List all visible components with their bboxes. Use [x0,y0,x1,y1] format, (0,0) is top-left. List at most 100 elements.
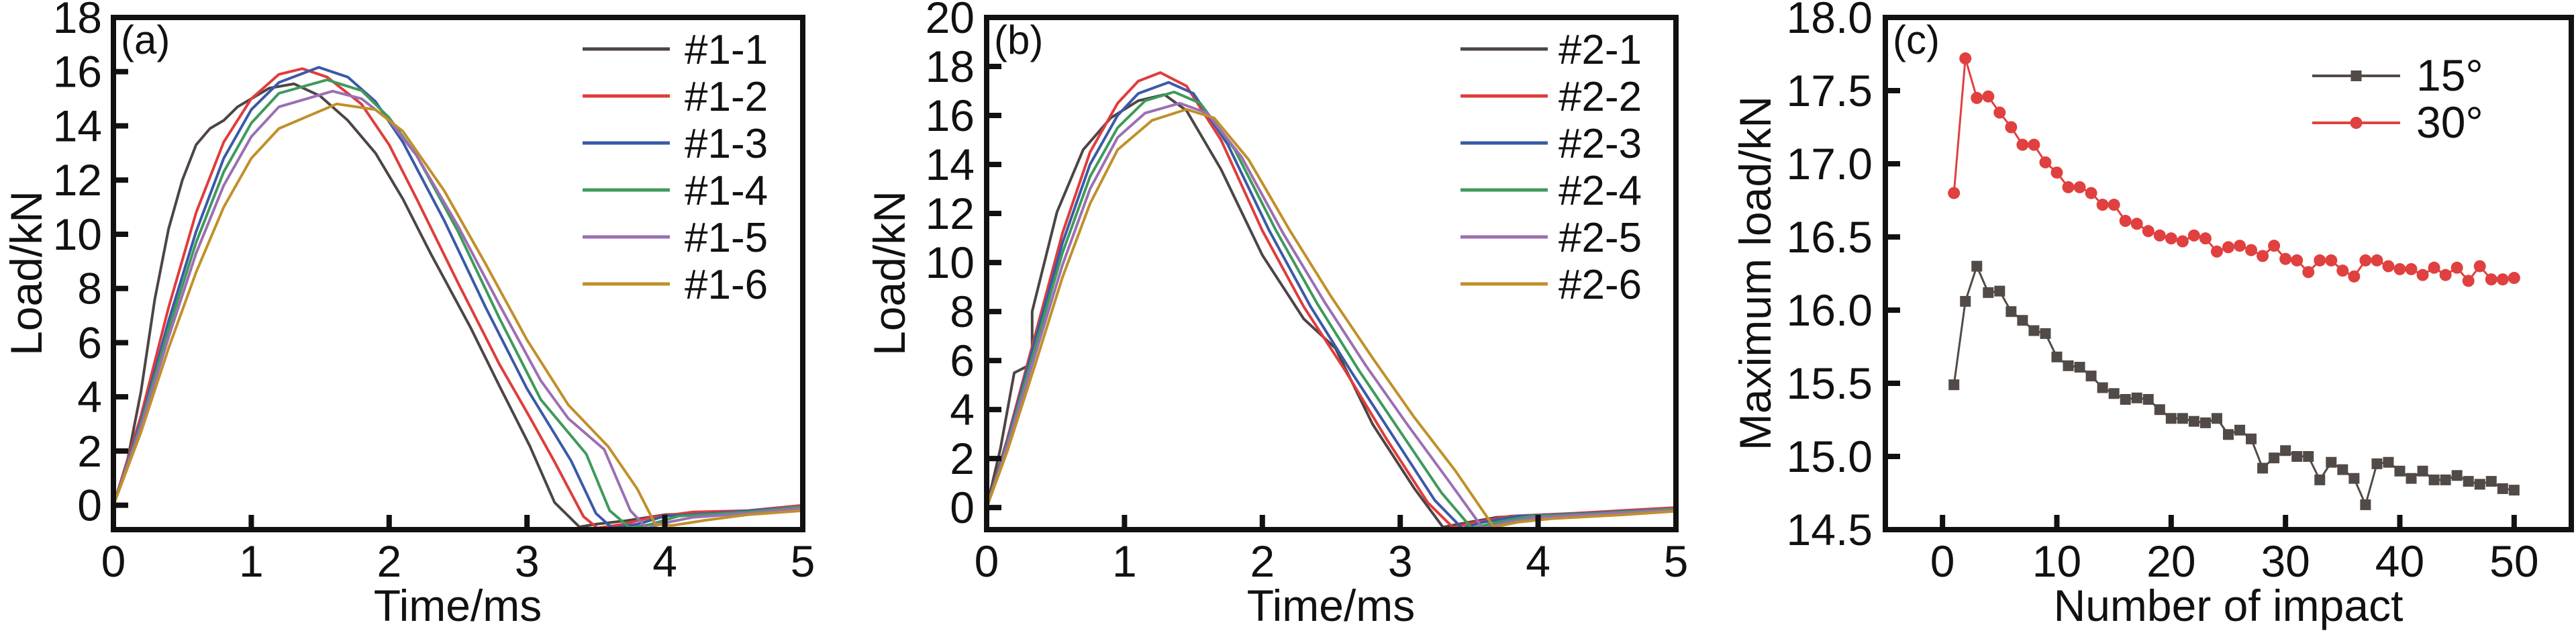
series-line-#1-1 [113,82,803,528]
panel-c-ylabel: Maximum load/kN [1730,96,1780,450]
data-point-30deg-47 [2473,260,2486,273]
data-point-30deg-20 [2165,232,2177,245]
series-line-#2-6 [987,107,1676,529]
y-tick-label: 16 [53,47,102,97]
data-point-30deg-7 [2016,138,2029,151]
plot-area [1948,52,2520,510]
data-point-15deg-31 [2291,451,2303,462]
y-tick-label: 4 [950,385,975,434]
data-point-15deg-8 [2028,325,2040,336]
data-point-15deg-44 [2440,474,2451,485]
y-tick-label: 14 [53,101,102,150]
data-point-15deg-45 [2451,470,2463,481]
data-point-30deg-3 [1971,91,1983,104]
data-point-30deg-23 [2199,232,2212,245]
data-point-30deg-24 [2210,245,2223,258]
data-point-15deg-28 [2257,462,2269,474]
data-point-15deg-11 [2063,360,2074,371]
data-point-30deg-6 [2005,121,2018,134]
x-tick-label: 30 [2261,536,2310,586]
data-point-15deg-2 [1960,295,1971,307]
panel-b-label: (b) [994,17,1043,62]
data-point-30deg-4 [1982,90,1995,103]
data-point-30deg-45 [2450,261,2463,274]
data-point-30deg-8 [2028,138,2040,151]
legend-label: 15° [2416,50,2483,100]
legend-label: #1-4 [685,168,768,214]
plot-area [113,66,803,530]
y-tick-label: 8 [77,264,102,313]
legend-label: 30° [2416,97,2483,147]
data-point-30deg-28 [2257,250,2269,262]
panel-c-label: (c) [1893,17,1940,62]
data-point-30deg-5 [1993,106,2006,119]
data-point-30deg-14 [2096,199,2109,211]
data-point-15deg-48 [2485,476,2497,487]
x-tick-label: 20 [2146,536,2195,586]
data-point-30deg-31 [2291,254,2303,266]
data-point-15deg-23 [2199,417,2211,428]
data-point-15deg-47 [2474,479,2485,490]
data-point-15deg-22 [2188,416,2199,427]
data-point-30deg-41 [2405,262,2418,275]
data-point-30deg-43 [2428,261,2440,274]
data-point-30deg-1 [1948,187,1961,199]
data-point-30deg-10 [2050,166,2063,179]
legend-label: #1-6 [685,262,768,308]
data-point-30deg-32 [2302,266,2315,279]
x-tick-label: 3 [1388,536,1413,586]
data-point-15deg-43 [2428,474,2440,485]
y-tick-label: 12 [926,189,975,238]
legend: 15°30° [2312,50,2483,147]
data-point-15deg-49 [2497,483,2508,494]
data-point-30deg-21 [2176,235,2189,248]
data-point-15deg-33 [2314,474,2326,485]
panel-b-xlabel: Time/ms [1247,581,1416,630]
legend-label: #1-5 [685,215,768,261]
x-tick-label: 4 [652,536,677,586]
y-tick-label: 16.5 [1787,212,1873,262]
data-point-15deg-29 [2269,452,2280,464]
data-point-30deg-46 [2462,275,2475,287]
data-point-15deg-14 [2097,382,2108,393]
data-point-15deg-1 [1948,379,1960,391]
data-point-15deg-27 [2246,433,2257,444]
panel-a-label: (a) [121,17,170,62]
data-point-30deg-40 [2393,262,2406,275]
data-point-15deg-37 [2360,499,2371,510]
y-tick-label: 6 [950,336,975,385]
data-point-15deg-19 [2154,404,2165,416]
x-tick-label: 2 [377,536,401,586]
y-tick-label: 15.5 [1787,358,1873,408]
plot-area [987,71,1676,530]
data-point-30deg-9 [2039,156,2052,168]
y-tick-label: 14.5 [1787,505,1873,554]
y-tick-label: 16.0 [1787,285,1873,335]
data-point-30deg-26 [2234,240,2246,252]
data-point-30deg-38 [2371,254,2383,266]
data-point-15deg-4 [1983,287,1994,298]
y-tick-label: 0 [77,481,102,530]
data-point-15deg-13 [2085,371,2097,382]
legend-label: #2-2 [1558,74,1642,120]
series-line-#1-6 [113,102,803,527]
data-point-15deg-21 [2177,413,2188,424]
series-line-#2-5 [987,101,1676,530]
legend-label: #1-1 [685,27,768,73]
data-point-30deg-33 [2314,254,2326,266]
legend: #1-1#1-2#1-3#1-4#1-5#1-6 [583,27,768,308]
data-point-30deg-30 [2279,252,2292,265]
data-point-15deg-20 [2165,413,2177,424]
legend-label: #2-6 [1558,262,1642,308]
data-point-30deg-36 [2348,270,2361,283]
y-tick-label: 10 [926,238,975,287]
data-point-15deg-41 [2406,473,2417,484]
data-point-30deg-49 [2496,273,2509,286]
data-point-30deg-27 [2245,244,2258,256]
data-point-15deg-42 [2417,465,2428,477]
y-tick-label: 14 [926,140,975,189]
data-point-30deg-13 [2085,187,2097,199]
data-point-15deg-40 [2394,465,2406,477]
data-point-15deg-35 [2337,464,2348,475]
